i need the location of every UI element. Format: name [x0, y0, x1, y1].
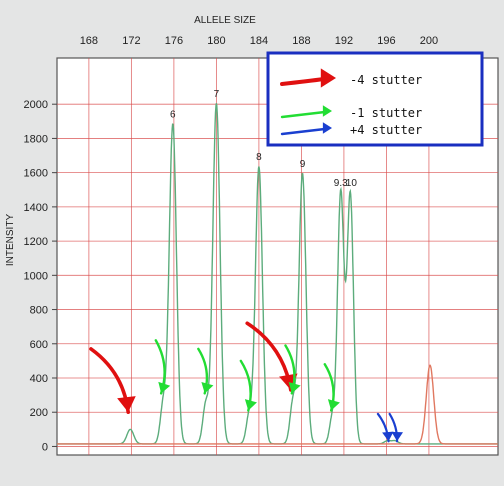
x-axis-title: ALLELE SIZE — [194, 15, 256, 26]
stutter-arrows — [89, 321, 404, 443]
legend-entry-label: +4 stutter — [350, 123, 422, 137]
green-arrow — [323, 363, 340, 412]
x-tick-label: 176 — [165, 35, 183, 47]
red-arrow — [245, 321, 298, 392]
y-tick-label: 1000 — [24, 270, 48, 282]
peak-label: 6 — [170, 109, 176, 120]
peak-label: 9.3 — [334, 178, 348, 189]
x-tick-label: 180 — [207, 35, 225, 47]
y-tick-label: 1600 — [24, 168, 48, 180]
legend-box — [266, 51, 484, 147]
blue-arrow — [388, 412, 404, 443]
y-tick-label: 1400 — [24, 202, 48, 214]
x-tick-label: 172 — [122, 35, 140, 47]
legend-arrow-shaft — [280, 110, 326, 119]
green-arrow — [284, 344, 301, 395]
blue-arrow — [376, 412, 394, 443]
x-tick-label: 192 — [335, 35, 353, 47]
green-arrow — [154, 339, 171, 395]
legend-arrow-head — [320, 68, 336, 88]
x-tick-label: 184 — [250, 35, 268, 47]
legend: -4 stutter -1 stutter +4 stutter — [266, 51, 484, 147]
y-tick-label: 200 — [30, 407, 48, 419]
green-arrow-head — [288, 381, 301, 394]
x-tick-label: 196 — [377, 35, 395, 47]
y-tick-label: 1200 — [24, 236, 48, 248]
series-traces — [57, 103, 498, 445]
peak-label: 10 — [346, 178, 358, 189]
y-tick-label: 600 — [30, 339, 48, 351]
y-axis-title: INTENSITY — [5, 214, 16, 267]
y-tick-label: 400 — [30, 373, 48, 385]
legend-arrow-head — [322, 122, 332, 134]
peak-labels: 6 7 8 9 9.310 — [170, 89, 357, 189]
axis-ticks: 168 172 176 180 184 188 192 196 2000200400600800… — [24, 35, 439, 453]
green-arrow-head — [327, 399, 340, 411]
y-tick-label: 1800 — [24, 133, 48, 145]
green-arrow — [239, 359, 257, 412]
legend-entry-label: -1 stutter — [350, 106, 422, 120]
x-tick-label: 200 — [420, 35, 438, 47]
y-tick-label: 800 — [30, 305, 48, 317]
blue-arrow-head — [382, 431, 394, 442]
peak-label: 9 — [300, 159, 306, 170]
legend-arrow-shaft — [280, 127, 326, 136]
green-arrow — [197, 347, 214, 395]
peak-label: 8 — [256, 152, 262, 163]
legend-arrow-head — [322, 105, 332, 117]
green-arrow-head — [244, 399, 257, 411]
y-tick-label: 0 — [42, 441, 48, 453]
red-arrow — [89, 347, 136, 415]
green-arrow-head — [201, 382, 214, 394]
x-tick-label: 188 — [292, 35, 310, 47]
y-tick-label: 2000 — [24, 99, 48, 111]
blue-arrow-head — [391, 431, 404, 442]
red-series-line — [57, 364, 498, 445]
legend-entry-label: -4 stutter — [350, 73, 422, 87]
red-arrow-head — [279, 373, 298, 390]
red-arrow-head — [117, 396, 136, 413]
peak-label: 7 — [214, 89, 220, 100]
green-arrow-head — [158, 381, 171, 394]
x-tick-label: 168 — [80, 35, 98, 47]
